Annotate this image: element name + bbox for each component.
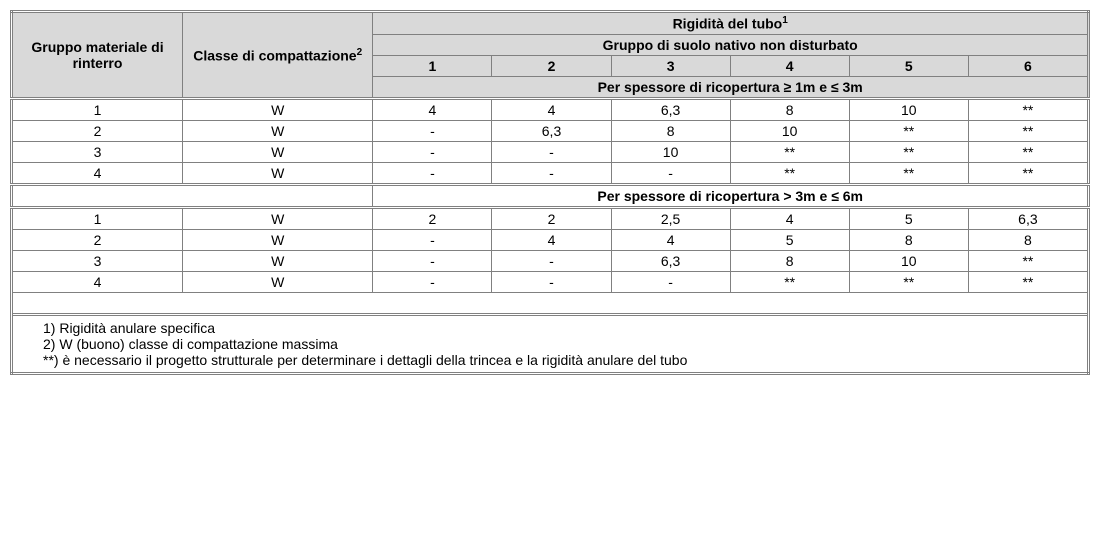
cell: - bbox=[492, 141, 611, 162]
cell: W bbox=[183, 229, 373, 250]
cell: 4 bbox=[492, 229, 611, 250]
footnote-star: **) è necessario il progetto strutturale… bbox=[43, 352, 1067, 368]
cell: 5 bbox=[849, 207, 968, 229]
cell: 6,3 bbox=[611, 98, 730, 120]
footnote-2: 2) W (buono) classe di compattazione mas… bbox=[43, 336, 1067, 352]
cell: 8 bbox=[849, 229, 968, 250]
footnote-1: 1) Rigidità anulare specifica bbox=[43, 320, 1067, 336]
spacer-row bbox=[12, 292, 1089, 314]
section2-header: Per spessore di ricopertura > 3m e ≤ 6m bbox=[373, 184, 1089, 207]
cell: 10 bbox=[849, 98, 968, 120]
cell: 6,3 bbox=[492, 120, 611, 141]
cell: 10 bbox=[730, 120, 849, 141]
cell: 4 bbox=[492, 98, 611, 120]
cell: 3 bbox=[12, 250, 183, 271]
cell: W bbox=[183, 98, 373, 120]
table-row: 2 W - 4 4 5 8 8 bbox=[12, 229, 1089, 250]
cell: 6,3 bbox=[968, 207, 1088, 229]
cell: 2 bbox=[492, 207, 611, 229]
cell: ** bbox=[849, 141, 968, 162]
col-4: 4 bbox=[730, 55, 849, 76]
cell: - bbox=[492, 271, 611, 292]
cell: ** bbox=[849, 271, 968, 292]
cell: - bbox=[611, 271, 730, 292]
cell: 4 bbox=[373, 98, 492, 120]
header-gruppo-materiale: Gruppo materiale di rinterro bbox=[12, 12, 183, 99]
cell: - bbox=[373, 162, 492, 184]
cell: 1 bbox=[12, 207, 183, 229]
table-row: 4 W - - - ** ** ** bbox=[12, 162, 1089, 184]
cell: W bbox=[183, 207, 373, 229]
cell: - bbox=[611, 162, 730, 184]
col-1: 1 bbox=[373, 55, 492, 76]
cell: ** bbox=[968, 250, 1088, 271]
cell: - bbox=[492, 250, 611, 271]
cell: 2 bbox=[373, 207, 492, 229]
cell: ** bbox=[968, 271, 1088, 292]
cell: - bbox=[373, 229, 492, 250]
table-row: 3 W - - 6,3 8 10 ** bbox=[12, 250, 1089, 271]
cell: - bbox=[492, 162, 611, 184]
cell: ** bbox=[730, 271, 849, 292]
rigidity-table: Gruppo materiale di rinterro Classe di c… bbox=[10, 10, 1090, 375]
cell: - bbox=[373, 120, 492, 141]
cell: 5 bbox=[730, 229, 849, 250]
cell: 8 bbox=[611, 120, 730, 141]
cell: 1 bbox=[12, 98, 183, 120]
header-gruppo-suolo: Gruppo di suolo nativo non disturbato bbox=[373, 34, 1089, 55]
cell: 8 bbox=[730, 98, 849, 120]
table-row: 1 W 4 4 6,3 8 10 ** bbox=[12, 98, 1089, 120]
cell: W bbox=[183, 141, 373, 162]
col-2: 2 bbox=[492, 55, 611, 76]
cell: W bbox=[183, 271, 373, 292]
header-rigidita-tubo: Rigidità del tubo1 bbox=[373, 12, 1089, 35]
cell: ** bbox=[968, 141, 1088, 162]
cell: ** bbox=[849, 162, 968, 184]
empty-cell bbox=[12, 184, 373, 207]
cell: ** bbox=[968, 162, 1088, 184]
cell: 8 bbox=[730, 250, 849, 271]
table-row: 3 W - - 10 ** ** ** bbox=[12, 141, 1089, 162]
cell: W bbox=[183, 120, 373, 141]
section2-header-row: Per spessore di ricopertura > 3m e ≤ 6m bbox=[12, 184, 1089, 207]
cell: 2 bbox=[12, 120, 183, 141]
cell: 2,5 bbox=[611, 207, 730, 229]
header-rigidita-label: Rigidità del tubo bbox=[673, 16, 783, 32]
cell: ** bbox=[730, 141, 849, 162]
cell: 4 bbox=[12, 162, 183, 184]
cell: 8 bbox=[968, 229, 1088, 250]
section1-header: Per spessore di ricopertura ≥ 1m e ≤ 3m bbox=[373, 76, 1089, 98]
col-6: 6 bbox=[968, 55, 1088, 76]
table-row: 1 W 2 2 2,5 4 5 6,3 bbox=[12, 207, 1089, 229]
cell: ** bbox=[968, 98, 1088, 120]
header-classe-label: Classe di compattazione bbox=[193, 47, 356, 63]
cell: 3 bbox=[12, 141, 183, 162]
col-3: 3 bbox=[611, 55, 730, 76]
table-row: 4 W - - - ** ** ** bbox=[12, 271, 1089, 292]
cell: 4 bbox=[12, 271, 183, 292]
cell: - bbox=[373, 271, 492, 292]
footnotes-row: 1) Rigidità anulare specifica 2) W (buon… bbox=[12, 314, 1089, 373]
cell: 2 bbox=[12, 229, 183, 250]
header-classe-compattazione: Classe di compattazione2 bbox=[183, 12, 373, 99]
cell: - bbox=[373, 141, 492, 162]
cell: 10 bbox=[611, 141, 730, 162]
cell: 4 bbox=[730, 207, 849, 229]
col-5: 5 bbox=[849, 55, 968, 76]
spacer-cell bbox=[12, 292, 1089, 314]
cell: ** bbox=[730, 162, 849, 184]
cell: 6,3 bbox=[611, 250, 730, 271]
footnotes-cell: 1) Rigidità anulare specifica 2) W (buon… bbox=[12, 314, 1089, 373]
table-row: 2 W - 6,3 8 10 ** ** bbox=[12, 120, 1089, 141]
cell: - bbox=[373, 250, 492, 271]
cell: 4 bbox=[611, 229, 730, 250]
sup-1: 1 bbox=[782, 15, 788, 26]
cell: W bbox=[183, 250, 373, 271]
cell: W bbox=[183, 162, 373, 184]
cell: ** bbox=[968, 120, 1088, 141]
cell: ** bbox=[849, 120, 968, 141]
sup-2: 2 bbox=[357, 47, 363, 58]
cell: 10 bbox=[849, 250, 968, 271]
